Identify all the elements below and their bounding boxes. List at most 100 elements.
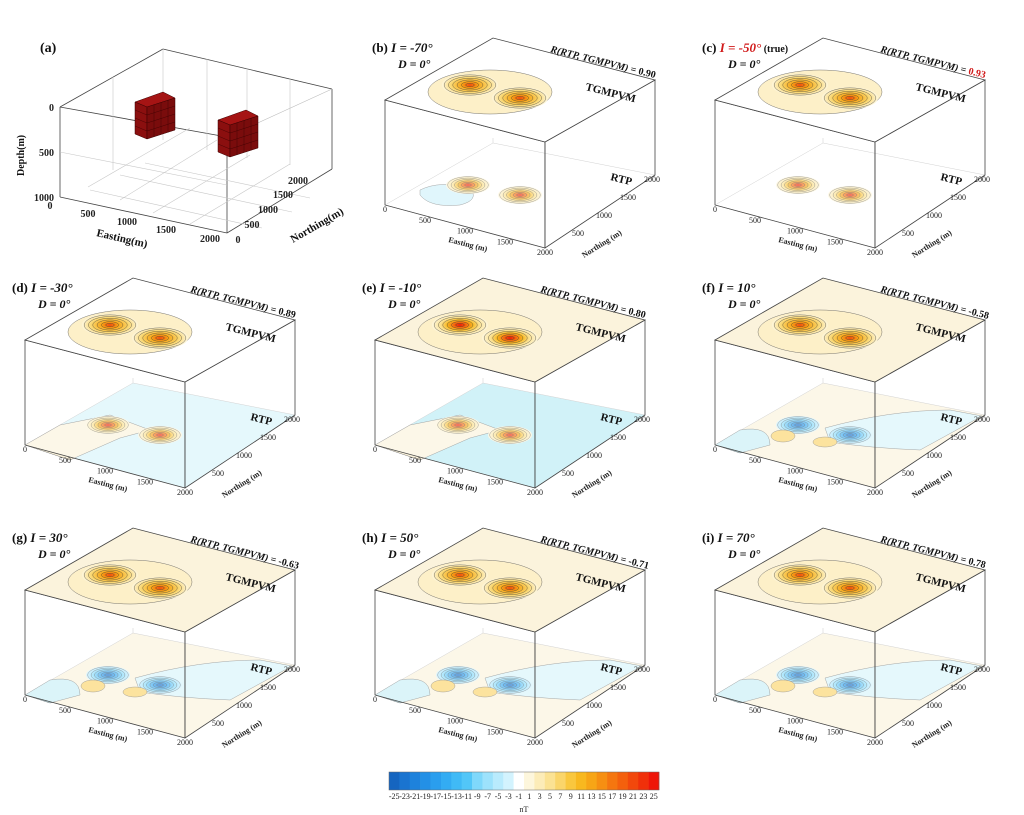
- northing-axis-label: Northing (m): [220, 718, 263, 750]
- correlation-value: 0.78: [967, 556, 987, 571]
- colorbar-label: nT: [520, 805, 529, 814]
- northing-tick: 500: [902, 719, 914, 728]
- colorbar-swatch: [648, 772, 660, 790]
- contour-line: [151, 334, 169, 342]
- declination-value: D = 0°: [727, 57, 761, 71]
- northing-tick: 500: [212, 719, 224, 728]
- grid-line: [87, 127, 191, 188]
- contour-line: [496, 679, 524, 691]
- contour-line: [794, 423, 802, 427]
- contour-line: [795, 323, 805, 327]
- northing-tick: 2000: [284, 665, 300, 674]
- contour-line: [511, 94, 529, 102]
- colorbar-tick: 17: [608, 792, 616, 801]
- contour-line: [146, 679, 174, 691]
- rtp-positive-lobe: [812, 436, 838, 448]
- contour-line: [87, 666, 129, 684]
- contour-line: [503, 432, 517, 438]
- model-body-cube-1: [134, 91, 176, 140]
- colorbar-tick: -7: [484, 792, 491, 801]
- grid-line: [119, 174, 293, 213]
- easting-axis-label: Easting (m): [438, 725, 479, 743]
- easting-tick: 500: [409, 456, 421, 465]
- contour-line: [506, 189, 534, 201]
- colorbar-tick: -17: [430, 792, 441, 801]
- contour-line: [778, 76, 822, 94]
- rtp-label: RTP: [939, 171, 963, 188]
- inclination-value: I = -70°: [390, 40, 433, 55]
- colorbar-swatch: [544, 772, 556, 790]
- tgmpvm-anomaly-1: [82, 564, 138, 586]
- easting-tick: 0: [373, 445, 377, 454]
- contour-line: [450, 177, 486, 193]
- cube-grid: [134, 109, 148, 116]
- contour-line: [832, 677, 868, 693]
- contour-line: [823, 327, 877, 349]
- northing-tick: 500: [212, 469, 224, 478]
- contour-line: [443, 74, 497, 96]
- contour-line: [786, 319, 814, 331]
- contour-line: [499, 430, 521, 440]
- easting-tick: 0: [713, 695, 717, 704]
- tgmpvm-anomaly-2: [822, 577, 878, 599]
- contour-line: [142, 581, 178, 595]
- grid-line: [152, 154, 251, 214]
- contour-line: [104, 673, 112, 677]
- colorbar-swatch: [440, 772, 452, 790]
- contour-line: [791, 321, 809, 329]
- contour-line: [777, 666, 819, 684]
- rtp-anomaly-2: [498, 186, 542, 204]
- contour-line: [447, 176, 489, 194]
- colorbar-tick: -15: [441, 792, 452, 801]
- cube-grid: [217, 135, 231, 142]
- panel-h: (h) I = 50°D = 0° R(RTP, TGMPVM) = -0.71T…: [362, 527, 650, 750]
- contour-line: [502, 91, 538, 105]
- contour-line: [499, 680, 521, 690]
- rtp-negative-region: [714, 428, 771, 454]
- northing-tick: 1000: [586, 451, 602, 460]
- rtp-anomaly-1: [776, 176, 820, 194]
- easting-tick: 2000: [537, 248, 553, 257]
- contour-line: [88, 566, 132, 584]
- contour-line: [105, 323, 115, 327]
- contour-line: [787, 180, 809, 190]
- contour-line: [496, 582, 524, 594]
- contour-line: [839, 190, 861, 200]
- contour-line: [489, 426, 531, 444]
- correlation-value: 0.93: [967, 66, 987, 81]
- contour-line: [784, 179, 812, 191]
- northing-tick: 2000: [974, 415, 990, 424]
- contour-line: [492, 331, 528, 345]
- declination-value: D = 0°: [727, 547, 761, 561]
- contour-line: [823, 87, 877, 109]
- contour-line: [90, 417, 126, 433]
- contour-line: [828, 579, 872, 597]
- true-note: (true): [761, 44, 788, 55]
- panel-title: (f) I = 10°: [702, 280, 756, 295]
- colorbar-swatch: [461, 772, 473, 790]
- colorbar-swatch: [596, 772, 608, 790]
- northing-tick: 1500: [260, 433, 276, 442]
- colorbar-swatch: [389, 772, 400, 790]
- contour-line: [506, 92, 534, 104]
- cube-grid: [229, 139, 259, 150]
- tgmpvm-anomaly-1: [772, 74, 828, 96]
- contour-line: [832, 187, 868, 203]
- colorbar-swatch: [399, 772, 411, 790]
- colorbar-tick: 25: [650, 792, 658, 801]
- northing-tick: 1000: [926, 701, 942, 710]
- contour-line: [791, 422, 805, 428]
- contour-line: [446, 319, 474, 331]
- rtp-label: RTP: [249, 661, 273, 678]
- contour-line: [97, 670, 119, 680]
- easting-tick: 500: [749, 216, 761, 225]
- contour-line: [88, 316, 132, 334]
- northing-tick: 0: [236, 235, 241, 246]
- tgmpvm-anomaly-1: [442, 74, 498, 96]
- rtp-label: RTP: [599, 661, 623, 678]
- panel-label: (d): [12, 280, 31, 295]
- contour-line: [780, 417, 816, 433]
- easting-tick: 1000: [97, 467, 113, 476]
- northing-tick: 2000: [634, 415, 650, 424]
- rtp-negative-region: [714, 678, 771, 704]
